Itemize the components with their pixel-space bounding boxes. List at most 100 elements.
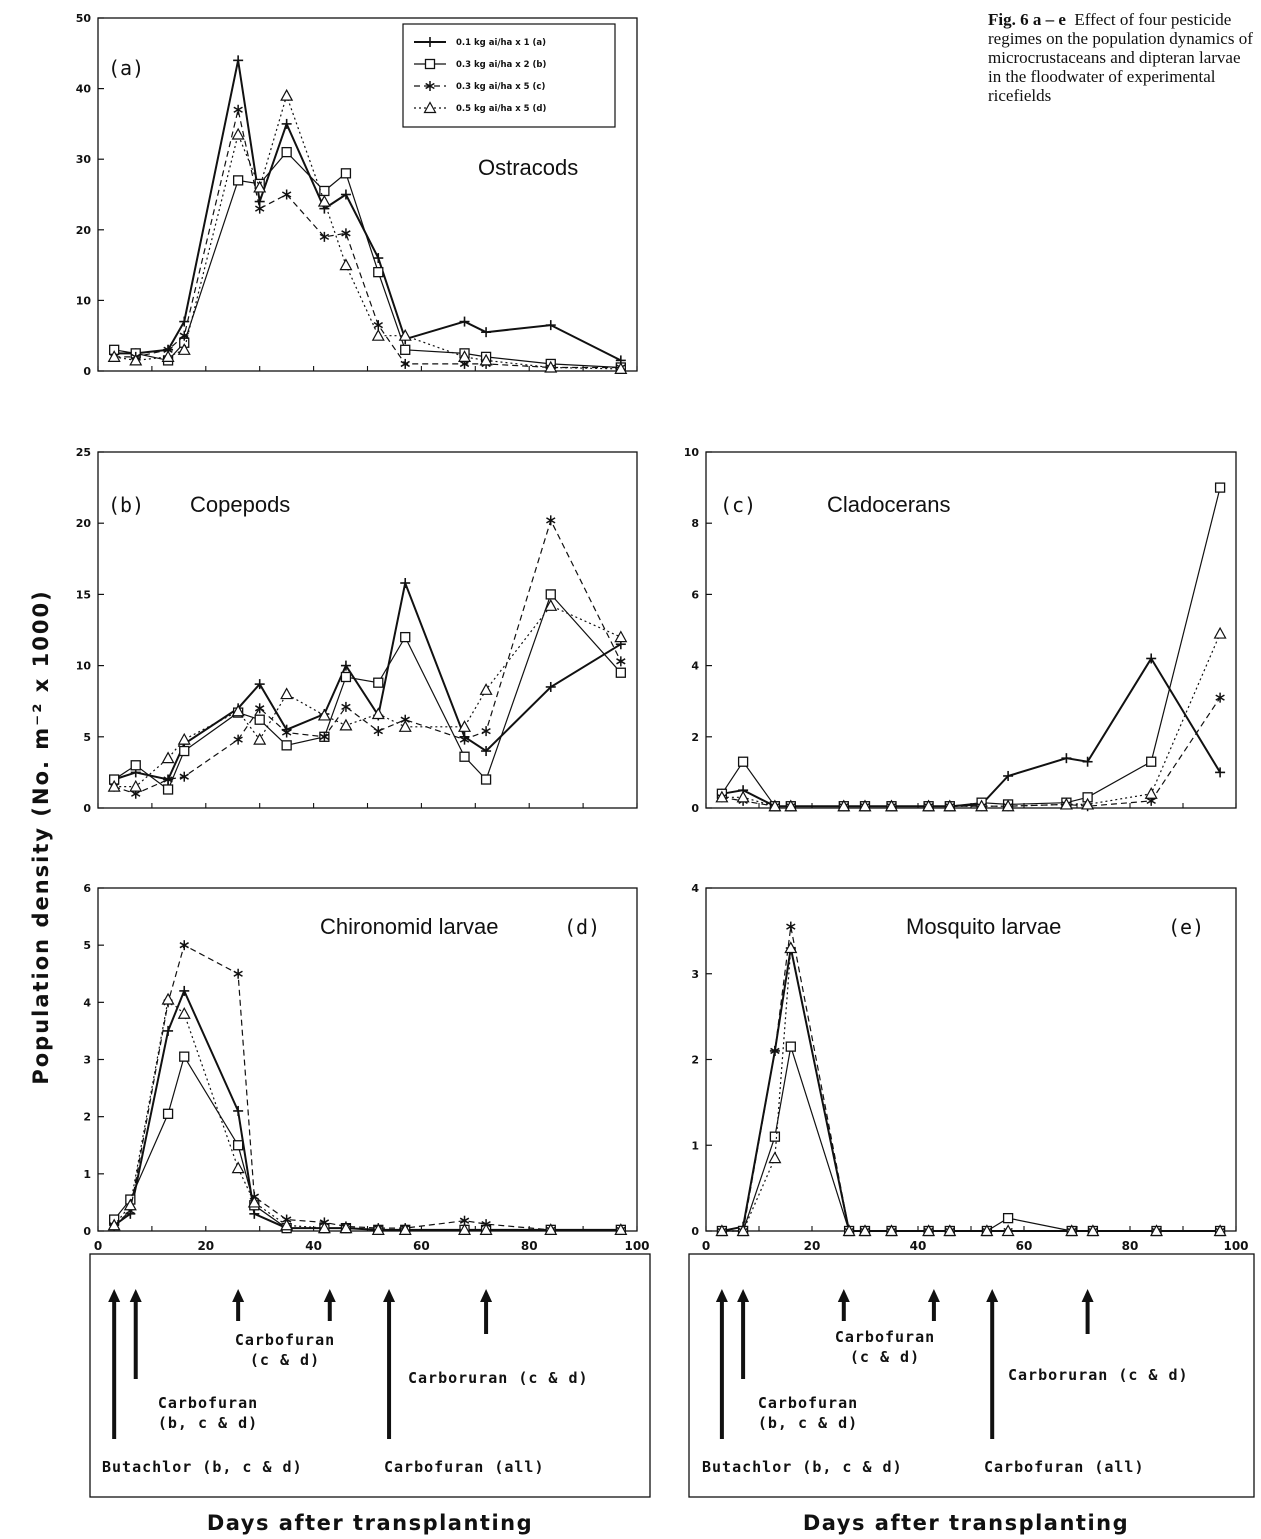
legend-label: 0.1 kg ai/ha x 1 (a)	[456, 38, 546, 48]
data-point	[737, 756, 749, 767]
data-point	[1002, 1212, 1014, 1224]
series-line	[114, 93, 621, 370]
chart-panel-c: 0 2 4 6 8 10 Cladocerans (c)	[684, 446, 1237, 815]
data-point	[975, 799, 989, 812]
x-tick-label: 40	[910, 1239, 927, 1253]
data-point	[770, 1045, 780, 1056]
data-point	[1146, 756, 1157, 767]
data-point	[786, 921, 796, 932]
data-point	[179, 1051, 190, 1062]
panel-tag: (c)	[720, 493, 756, 517]
series-1	[109, 985, 626, 1235]
data-point	[922, 799, 936, 812]
chart-panel-a: 0 10 20 30 40 50 Ostracods (a) 0.1 kg ai/ha x 1 …	[76, 12, 638, 378]
data-point	[373, 320, 383, 331]
series-line	[114, 518, 622, 795]
plot-frame	[97, 887, 638, 1232]
application-arrow	[383, 1289, 396, 1439]
data-point	[341, 228, 351, 239]
data-point	[107, 350, 121, 362]
data-point	[1065, 1224, 1079, 1237]
data-point	[943, 1224, 957, 1237]
x-tick-label: 100	[624, 1239, 649, 1253]
data-point	[280, 687, 294, 700]
y-tick-label: 40	[76, 83, 92, 96]
data-point	[177, 732, 191, 745]
x-tick-label: 20	[804, 1239, 821, 1253]
data-point	[715, 790, 729, 803]
legend-item: 0.5 kg ai/ha x 5 (d)	[414, 101, 546, 114]
application-schedule-right: Butachlor (b, c & d) Carbofuran (b, c & d)…	[688, 1253, 1255, 1498]
series-line	[114, 605, 622, 788]
y-tick-label: 25	[76, 446, 91, 459]
data-point	[1086, 1224, 1100, 1237]
panel-title: Ostracods	[478, 155, 578, 180]
application-arrow	[986, 1289, 999, 1439]
y-tick-label: 1	[691, 1139, 699, 1152]
x-tick-label: 20	[197, 1239, 214, 1253]
panel-title: Copepods	[190, 492, 290, 517]
series-2	[109, 1051, 626, 1236]
data-point	[373, 267, 384, 278]
data-point	[340, 660, 351, 671]
application-arrow	[480, 1289, 493, 1334]
data-point	[317, 1221, 331, 1234]
annotation-carbofuran_bcd_1: Carbofuran	[758, 1394, 858, 1412]
schedule-frame	[89, 1253, 651, 1498]
legend-marker	[424, 58, 436, 70]
data-point	[233, 734, 243, 745]
x-tick-label: 40	[305, 1239, 322, 1253]
panel-tag: (b)	[108, 493, 144, 517]
data-point	[768, 799, 782, 812]
data-point	[371, 707, 385, 720]
data-point	[319, 731, 330, 742]
data-point	[459, 751, 470, 762]
series-line	[114, 151, 621, 369]
data-point	[614, 362, 628, 374]
data-point	[922, 1224, 936, 1237]
series-4	[107, 599, 628, 792]
data-point	[281, 740, 292, 751]
y-tick-label: 2	[83, 1111, 91, 1124]
series-line	[721, 633, 1221, 807]
data-point	[371, 1223, 385, 1235]
y-tick-label: 20	[76, 224, 92, 237]
series-line	[721, 1046, 1221, 1232]
y-tick-label: 10	[684, 446, 700, 459]
data-point	[123, 1198, 137, 1211]
x-tick-label: 60	[413, 1239, 430, 1253]
series-2	[109, 146, 626, 373]
caption-text: Effect of four pesticide regimes on the …	[988, 10, 1253, 105]
data-point	[1213, 626, 1227, 639]
application-arrow	[737, 1289, 750, 1379]
data-point	[161, 992, 175, 1005]
data-point	[715, 1224, 729, 1237]
panel-title: Mosquito larvae	[906, 914, 1061, 939]
data-point	[398, 720, 412, 732]
data-point	[1213, 1224, 1227, 1237]
data-point	[479, 1223, 493, 1235]
figure-caption: Fig. 6 a – e Effect of four pesticide re…	[988, 10, 1253, 105]
legend-marker	[423, 101, 437, 114]
data-point	[232, 1140, 244, 1151]
series-4	[715, 626, 1227, 812]
y-tick-label: 1	[83, 1168, 91, 1181]
data-point	[107, 779, 121, 792]
data-point	[253, 732, 267, 745]
application-arrow	[1081, 1289, 1094, 1334]
data-point	[130, 760, 141, 771]
data-point	[614, 630, 628, 643]
application-schedule-left: Butachlor (b, c & d) Carbofuran (b, c & d)…	[89, 1253, 651, 1498]
data-point	[281, 727, 292, 738]
y-tick-label: 0	[83, 365, 91, 378]
y-tick-label: 10	[76, 294, 92, 307]
data-point	[458, 720, 472, 732]
panel-tag: (e)	[1168, 915, 1204, 939]
data-point	[254, 679, 265, 690]
data-point	[319, 231, 330, 242]
data-point	[339, 258, 353, 271]
data-point	[163, 1025, 174, 1036]
data-point	[373, 253, 384, 264]
data-point	[884, 1224, 899, 1237]
